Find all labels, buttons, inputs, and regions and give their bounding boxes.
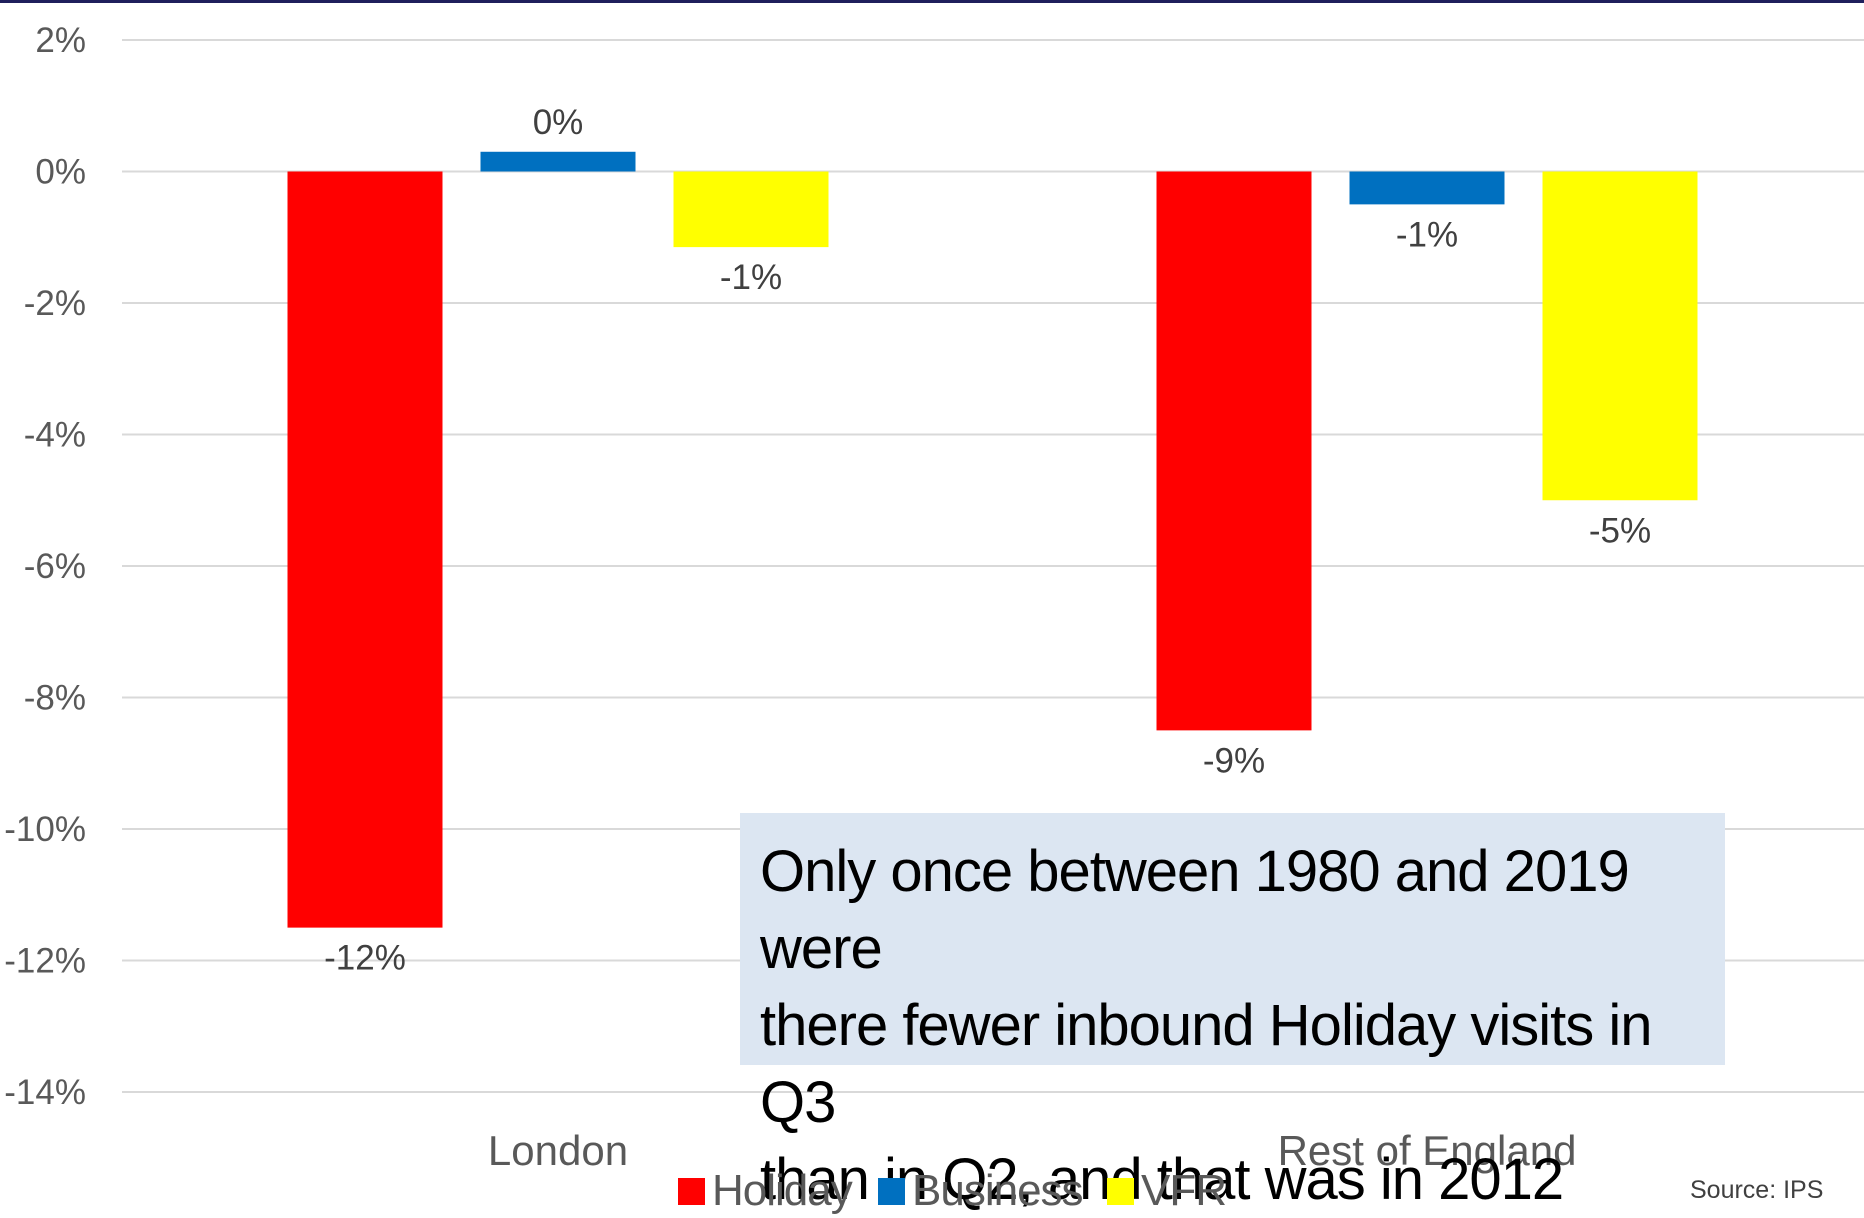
legend-label: Holiday	[712, 1166, 853, 1215]
legend-swatch-holiday	[678, 1177, 705, 1205]
category-label: London	[488, 1127, 628, 1174]
bar-vfr-1	[1542, 171, 1698, 501]
top-rule	[0, 0, 1864, 3]
bar-business-0	[480, 151, 636, 172]
legend-item-holiday: Holiday	[678, 1165, 853, 1217]
data-label: -9%	[1203, 741, 1265, 780]
legend-swatch-business	[878, 1177, 905, 1205]
legend: Holiday Business VFR	[0, 1165, 1864, 1217]
y-tick-label: -4%	[24, 416, 86, 455]
category-labels: London Rest of England	[488, 1127, 1577, 1174]
category-label: Rest of England	[1278, 1127, 1577, 1174]
y-tick-label: -14%	[4, 1073, 86, 1112]
y-tick-label: -6%	[24, 547, 86, 586]
bar-vfr-0	[673, 171, 829, 248]
annotation-line: Only once between 1980 and 2019 were	[760, 839, 1630, 981]
y-tick-label: -12%	[4, 942, 86, 981]
annotation-box: Only once between 1980 and 2019 were the…	[740, 813, 1725, 1212]
bar-business-1	[1349, 171, 1505, 205]
data-labels: -12% -9% 0% -1% -1% -5%	[324, 103, 1651, 978]
legend-item-business: Business	[878, 1165, 1084, 1217]
y-tick-label: 2%	[35, 21, 86, 60]
data-label: -1%	[1396, 215, 1458, 254]
legend-label: VFR	[1141, 1166, 1227, 1215]
y-axis-tick-labels: 2% 0% -2% -4% -6% -8% -10% -12% -14%	[4, 21, 86, 1112]
y-tick-label: -10%	[4, 810, 86, 849]
legend-item-vfr: VFR	[1107, 1165, 1227, 1217]
y-tick-label: -2%	[24, 284, 86, 323]
bar-holiday-1	[1156, 171, 1312, 731]
data-label: 0%	[533, 103, 584, 142]
data-label: -1%	[720, 258, 782, 297]
data-label: -12%	[324, 939, 406, 978]
bars	[287, 151, 1698, 928]
annotation-line: there fewer inbound Holiday visits in Q3	[760, 993, 1652, 1135]
data-label: -5%	[1589, 511, 1651, 550]
y-tick-label: -8%	[24, 679, 86, 718]
source-note: Source: IPS	[1690, 1176, 1824, 1204]
bar-holiday-0	[287, 171, 443, 928]
y-tick-label: 0%	[35, 153, 86, 192]
legend-label: Business	[912, 1166, 1084, 1215]
legend-swatch-vfr	[1107, 1177, 1134, 1205]
